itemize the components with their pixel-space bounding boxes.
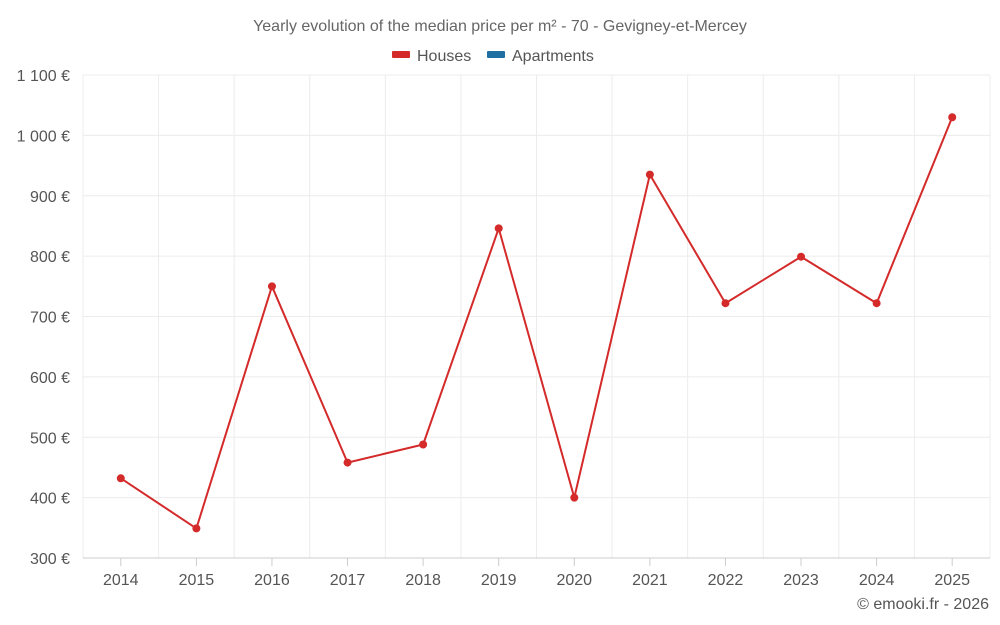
data-point-2017[interactable] — [343, 458, 352, 467]
legend: Houses Apartments — [392, 48, 594, 65]
x-tick-label: 2018 — [405, 572, 441, 589]
x-axis-ticks: 2014 2015 2016 2017 2018 2019 2020 2021 2022 2023… — [103, 558, 970, 589]
x-tick-label: 2020 — [556, 572, 592, 589]
x-tick-label: 2014 — [103, 572, 139, 589]
x-gridlines — [82, 75, 991, 558]
data-point-2019[interactable] — [494, 224, 503, 233]
chart-title: Yearly evolution of the median price per… — [253, 18, 747, 35]
legend-label-houses: Houses — [417, 48, 471, 65]
data-point-2022[interactable] — [721, 299, 730, 308]
credit-text: © emooki.fr - 2026 — [857, 596, 989, 613]
data-point-2023[interactable] — [797, 252, 806, 261]
x-tick-label: 2015 — [179, 572, 215, 589]
x-tick-label: 2022 — [708, 572, 744, 589]
data-point-2024[interactable] — [872, 299, 881, 308]
data-point-2020[interactable] — [570, 493, 579, 502]
y-axis-ticks: 300 € 400 € 500 € 600 € 700 € 800 € 900 € 1 000… — [17, 68, 70, 568]
data-point-2021[interactable] — [645, 170, 654, 179]
data-point-2025[interactable] — [948, 113, 957, 122]
y-tick-label: 500 € — [30, 430, 70, 447]
legend-label-apartments: Apartments — [512, 48, 594, 65]
data-point-2014[interactable] — [116, 474, 125, 483]
y-tick-label: 1 000 € — [17, 128, 70, 145]
data-point-2018[interactable] — [419, 440, 428, 449]
legend-item-houses[interactable]: Houses — [392, 48, 471, 65]
x-tick-label: 2023 — [783, 572, 819, 589]
x-tick-label: 2025 — [934, 572, 970, 589]
y-tick-label: 900 € — [30, 189, 70, 206]
series-houses — [116, 113, 957, 533]
y-tick-label: 300 € — [30, 551, 70, 568]
legend-swatch-apartments — [487, 51, 505, 58]
x-tick-label: 2019 — [481, 572, 517, 589]
y-tick-label: 800 € — [30, 249, 70, 266]
data-point-2015[interactable] — [192, 524, 201, 533]
y-tick-label: 1 100 € — [17, 68, 70, 85]
x-tick-label: 2017 — [330, 572, 366, 589]
y-tick-label: 700 € — [30, 310, 70, 327]
y-tick-label: 400 € — [30, 491, 70, 508]
x-tick-label: 2016 — [254, 572, 290, 589]
y-tick-label: 600 € — [30, 370, 70, 387]
legend-swatch-houses — [392, 51, 410, 58]
legend-item-apartments[interactable]: Apartments — [487, 48, 594, 65]
series-line-houses — [120, 116, 954, 530]
x-tick-label: 2021 — [632, 572, 668, 589]
data-point-2016[interactable] — [267, 282, 276, 291]
x-tick-label: 2024 — [859, 572, 895, 589]
